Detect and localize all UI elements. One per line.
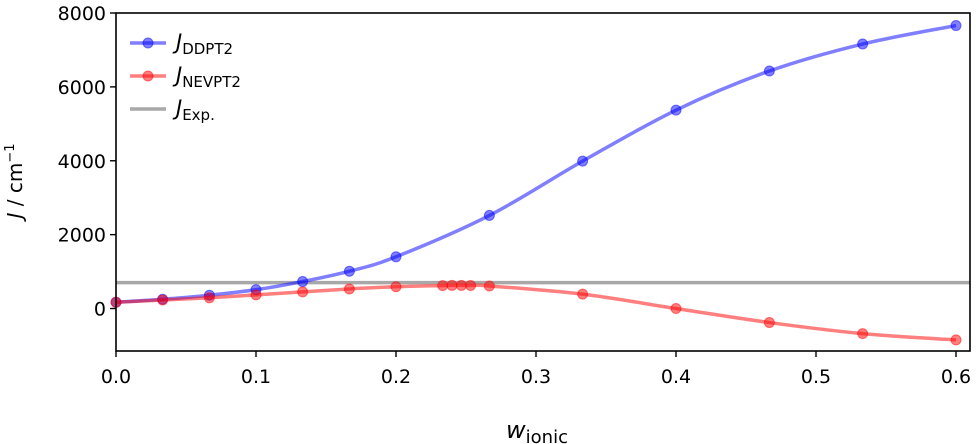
axes-layer: 0.0 0.1 0.2 0.3 0.4 0.5 0.6 0 2000 4000 6000 8000 <box>58 3 971 388</box>
x-tick-label: 0.4 <box>661 366 691 388</box>
series-layer <box>110 20 970 346</box>
y-axis-label-rest: / cm <box>3 163 27 213</box>
legend-label: JNEVPT2 <box>172 63 241 91</box>
legend-label: JDDPT2 <box>172 30 233 58</box>
legend-entry-exp: JExp. <box>130 96 215 124</box>
series-line-nevpt2 <box>115 283 957 342</box>
data-point-nevpt2 <box>857 328 869 340</box>
data-point-ddpt2 <box>857 38 869 50</box>
x-tick-label: 0.1 <box>241 366 271 388</box>
data-point-nevpt2 <box>455 279 467 291</box>
data-point-nevpt2 <box>950 334 962 346</box>
legend-label-main: J <box>172 96 182 120</box>
data-point-nevpt2 <box>203 292 215 304</box>
series-line-ddpt2 <box>115 23 957 304</box>
data-point-ddpt2 <box>343 265 355 277</box>
legend-swatch-marker <box>142 37 154 49</box>
data-point-ddpt2 <box>950 20 962 32</box>
legend-label-sub: Exp. <box>182 106 215 124</box>
legend-label: JExp. <box>172 96 215 124</box>
y-axis-label: J / cm−1 <box>3 143 27 222</box>
y-axis-label-sup: −1 <box>3 143 18 162</box>
data-point-nevpt2 <box>343 283 355 295</box>
legend-label-sub: NEVPT2 <box>182 73 241 91</box>
legend-entry-nevpt2: JNEVPT2 <box>130 63 241 91</box>
y-tick-label: 0 <box>94 299 106 321</box>
data-point-nevpt2 <box>157 294 169 306</box>
data-point-nevpt2 <box>437 280 449 292</box>
data-point-nevpt2 <box>763 317 775 329</box>
plot-frame <box>115 12 971 352</box>
legend-entry-ddpt2: JDDPT2 <box>130 30 233 58</box>
data-point-ddpt2 <box>297 276 309 288</box>
x-tick-label: 0.5 <box>801 366 831 388</box>
data-point-ddpt2 <box>670 104 682 116</box>
legend-label-main: J <box>172 63 182 87</box>
data-point-nevpt2 <box>577 288 589 300</box>
y-axis-label-main: J <box>3 213 27 223</box>
data-point-ddpt2 <box>577 155 589 167</box>
data-point-nevpt2 <box>670 303 682 315</box>
y-tick-label: 2000 <box>58 225 106 247</box>
x-axis-label-main: w <box>506 416 526 444</box>
x-axis-label-sub: ionic <box>526 427 568 444</box>
x-tick-label: 0.3 <box>521 366 551 388</box>
x-tick-label: 0.6 <box>941 366 971 388</box>
data-point-ddpt2 <box>483 209 495 221</box>
data-point-nevpt2 <box>465 280 477 292</box>
data-point-ddpt2 <box>390 251 402 263</box>
data-point-nevpt2 <box>297 286 309 298</box>
x-tick-label: 0.2 <box>381 366 411 388</box>
legend-label-sub: DDPT2 <box>182 40 233 58</box>
data-point-nevpt2 <box>483 280 495 292</box>
y-tick-label: 8000 <box>58 3 106 25</box>
legend-swatch-marker <box>142 70 154 82</box>
data-point-nevpt2 <box>250 289 262 301</box>
y-tick-label: 4000 <box>58 151 106 173</box>
y-tick-label: 6000 <box>58 77 106 99</box>
legend-label-main: J <box>172 30 182 54</box>
data-point-nevpt2 <box>446 279 458 291</box>
x-tick-label: 0.0 <box>101 366 131 388</box>
data-point-nevpt2 <box>390 281 402 293</box>
x-axis-label: wionic <box>506 416 568 444</box>
data-point-ddpt2 <box>763 65 775 77</box>
